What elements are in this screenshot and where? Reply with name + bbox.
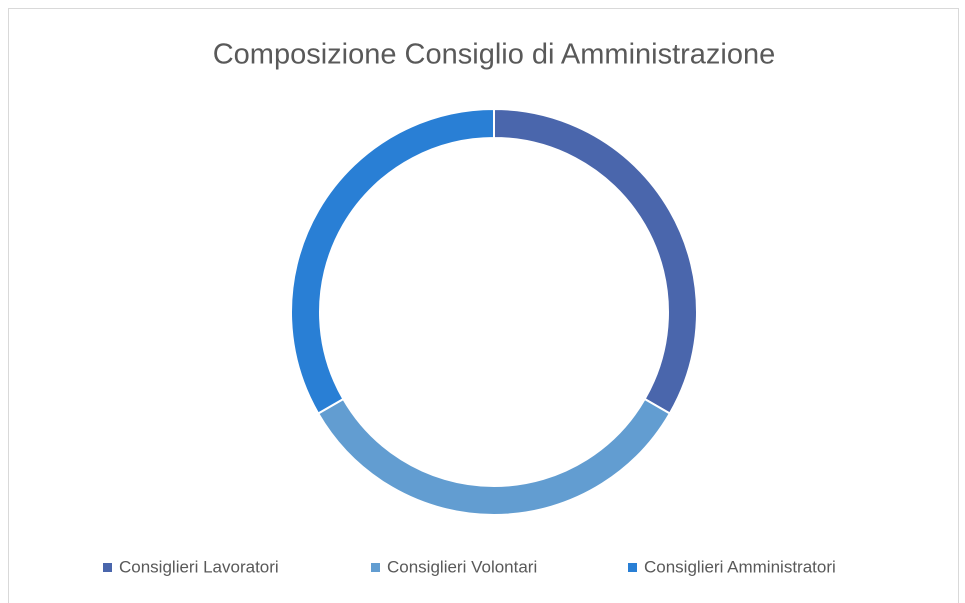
legend-swatch xyxy=(628,563,637,572)
legend-swatch xyxy=(371,563,380,572)
donut-segment xyxy=(290,107,495,415)
legend-label: Consiglieri Volontari xyxy=(387,557,537,576)
legend-swatch xyxy=(103,563,112,572)
legend-label: Consiglieri Amministratori xyxy=(644,557,836,576)
chart-title: Composizione Consiglio di Amministrazion… xyxy=(213,39,776,71)
legend-label: Consiglieri Lavoratori xyxy=(119,557,279,576)
